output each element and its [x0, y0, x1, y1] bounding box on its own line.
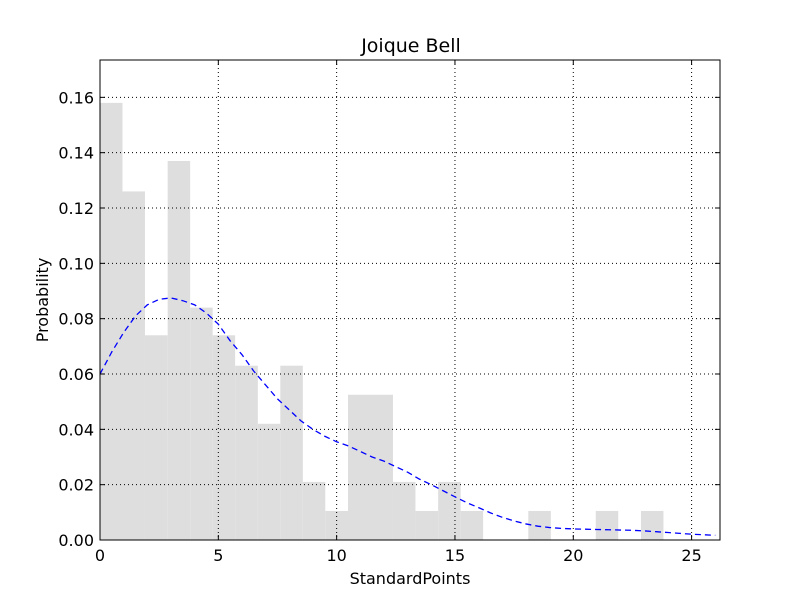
histogram-bar	[257, 423, 281, 540]
histogram-bar	[640, 510, 664, 540]
x-tick-label: 20	[563, 546, 583, 565]
histogram-bar	[122, 191, 145, 540]
histogram-bar	[144, 335, 168, 540]
histogram-bar	[302, 481, 326, 540]
y-tick-label: 0.14	[58, 144, 94, 163]
histogram-bar	[460, 510, 484, 540]
x-tick-label: 5	[213, 546, 223, 565]
histogram-bar	[325, 510, 348, 540]
histogram-bar	[370, 394, 393, 540]
y-tick-label: 0.04	[58, 420, 94, 439]
x-axis-ticks: 0 5 10 15 20 25	[95, 60, 702, 565]
y-tick-label: 0.16	[58, 88, 94, 107]
x-tick-label: 15	[445, 546, 465, 565]
chart-title: Joique Bell	[360, 35, 461, 57]
y-axis-label: Probability	[33, 258, 52, 343]
x-axis-label: StandardPoints	[350, 569, 471, 588]
x-tick-label: 0	[95, 546, 105, 565]
histogram-bar	[190, 307, 213, 540]
histogram-bar	[595, 510, 619, 540]
histogram-bar	[100, 102, 123, 541]
y-tick-label: 0.12	[58, 199, 94, 218]
y-axis-ticks: 0.00 0.02 0.04 0.06 0.08 0.10 0.12 0.14 0.16	[58, 88, 720, 550]
y-tick-label: 0.02	[58, 476, 94, 495]
histogram-bar	[280, 365, 303, 540]
plot-frame	[99, 59, 721, 541]
histogram-bar	[415, 510, 439, 540]
histogram-bar	[212, 335, 236, 540]
x-tick-label: 25	[681, 546, 701, 565]
histogram-bar	[528, 510, 551, 540]
grid-lines	[100, 60, 720, 540]
y-tick-label: 0.10	[58, 254, 94, 273]
histogram-bar	[348, 394, 371, 540]
y-tick-label: 0.06	[58, 365, 94, 384]
x-tick-label: 10	[326, 546, 346, 565]
density-curve	[99, 297, 716, 536]
histogram-bar	[167, 160, 191, 540]
y-tick-label: 0.08	[58, 310, 94, 329]
y-tick-label: 0.00	[58, 531, 94, 550]
histogram-bar	[235, 365, 258, 540]
histogram-bar	[438, 481, 461, 540]
histogram-bar	[392, 481, 416, 540]
